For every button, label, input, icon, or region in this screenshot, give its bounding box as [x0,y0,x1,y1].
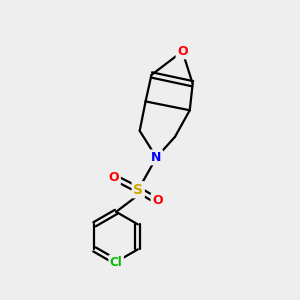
Text: O: O [152,194,163,207]
Text: O: O [109,171,119,184]
Text: S: S [133,183,143,197]
Text: N: N [151,151,162,164]
Text: O: O [177,45,188,58]
Text: Cl: Cl [110,256,122,269]
